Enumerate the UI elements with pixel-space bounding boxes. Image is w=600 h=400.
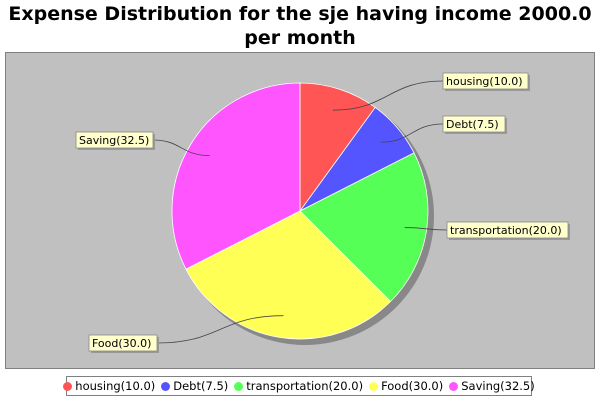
connector-housing <box>332 80 444 111</box>
legend-item-food: Food(30.0) <box>369 379 443 393</box>
legend-label: Debt(7.5) <box>173 379 229 393</box>
pie-label-text: Food(30.0) <box>92 337 151 350</box>
legend-label: transportation(20.0) <box>246 379 364 393</box>
legend-label: Food(30.0) <box>381 379 444 393</box>
pie-slice-transportation <box>299 152 429 303</box>
legend-label: housing(10.0) <box>75 379 156 393</box>
legend-swatch <box>449 381 459 391</box>
chart-title: Expense Distribution for the sje having … <box>8 3 592 49</box>
connector-transportation <box>404 227 448 231</box>
pie-slice-saving <box>171 82 301 270</box>
connector-saving <box>152 139 210 157</box>
pie-label-text: Debt(7.5) <box>446 118 499 131</box>
pie-label-debt: Debt(7.5) <box>442 115 507 134</box>
connector-food <box>156 315 284 344</box>
legend-swatch <box>369 381 379 391</box>
legend-item-housing: housing(10.0) <box>63 379 155 393</box>
legend: housing(10.0) Debt(7.5) transportation(20.… <box>63 376 535 396</box>
legend-label: Saving(32.5) <box>461 379 535 393</box>
connector-debt <box>380 123 444 143</box>
legend-swatch <box>161 381 171 391</box>
legend-swatch <box>63 381 73 391</box>
pie-label-text: Saving(32.5) <box>79 134 149 147</box>
pie-slice-housing <box>299 82 376 213</box>
pie-slice-food <box>185 210 392 340</box>
legend-item-debt: Debt(7.5) <box>161 379 228 393</box>
pie-label-housing: housing(10.0) <box>442 72 530 91</box>
pie-label-text: housing(10.0) <box>446 75 523 88</box>
legend-swatch <box>234 381 244 391</box>
legend-item-transportation: transportation(20.0) <box>234 379 363 393</box>
pie-label-food: Food(30.0) <box>88 334 159 353</box>
pie-label-saving: Saving(32.5) <box>75 131 155 150</box>
pie-label-transportation: transportation(20.0) <box>446 221 570 240</box>
legend-item-saving: Saving(32.5) <box>449 379 535 393</box>
pie-label-text: transportation(20.0) <box>450 224 562 237</box>
